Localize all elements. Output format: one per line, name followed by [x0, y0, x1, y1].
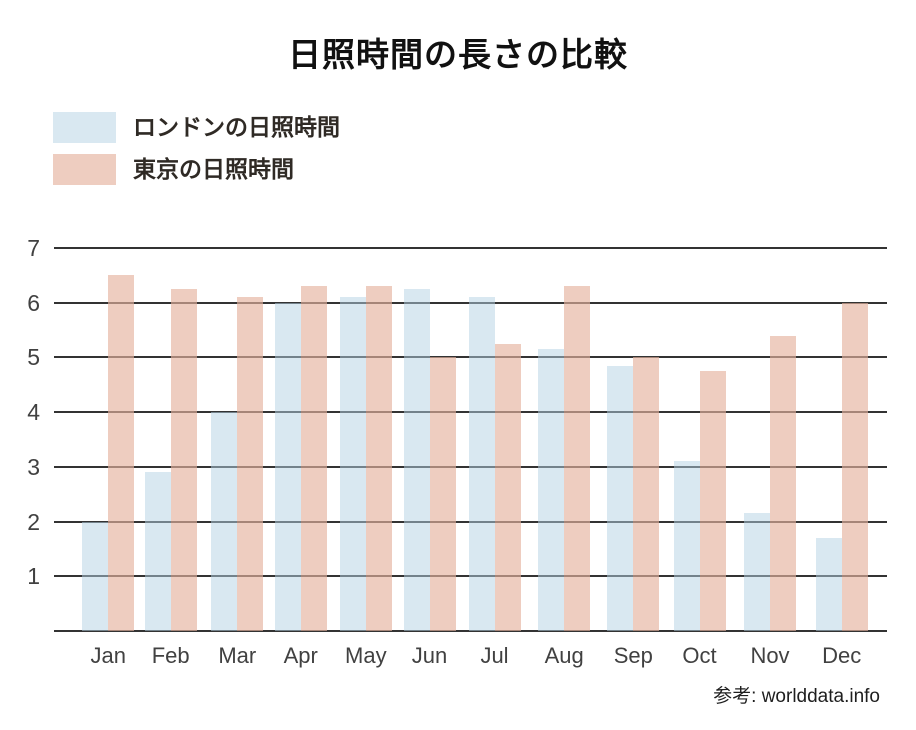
tokyo-bar-oct — [699, 371, 726, 631]
y-tick-label-3: 3 — [27, 453, 40, 480]
x-axis-label-mar: Mar — [218, 643, 257, 668]
legend-label-tokyo: 東京の日照時間 — [133, 156, 294, 182]
x-axis-label-apr: Apr — [283, 643, 318, 668]
london-bar-dec — [815, 538, 842, 631]
chart-title: 日照時間の長さの比較 — [288, 36, 628, 73]
london-bar-jan — [82, 521, 109, 631]
legend: ロンドンの日照時間 東京の日照時間 — [53, 112, 340, 196]
london-bar-jul — [468, 297, 495, 631]
y-axis: 1 2 3 4 5 6 7 — [0, 235, 40, 631]
y-tick-label-6: 6 — [27, 289, 40, 316]
tokyo-bar-jan — [108, 275, 135, 631]
x-axis-label-jul: Jul — [480, 643, 509, 668]
bar-group-mar: Mar — [211, 248, 264, 668]
y-tick-label-7: 7 — [27, 235, 40, 261]
y-tick-label-5: 5 — [27, 344, 40, 371]
bar-group-sep: Sep — [607, 248, 660, 668]
source-attribution: 参考: worlddata.info — [713, 686, 880, 707]
tokyo-bar-nov — [770, 335, 796, 631]
x-axis-label-aug: Aug — [544, 643, 584, 668]
tokyo-bar-may — [365, 286, 392, 631]
x-axis-label-feb: Feb — [151, 643, 190, 668]
london-bar-mar — [211, 412, 238, 631]
bar-group-jul: Jul — [468, 248, 521, 668]
plot-area: Jan Feb Mar Apr May Jun Jul Aug Sep Oct Nov Dec — [54, 247, 887, 668]
x-axis-label-may: May — [345, 643, 387, 668]
tokyo-legend-swatch-icon — [53, 154, 116, 185]
tokyo-bar-apr — [300, 286, 327, 631]
london-bar-oct — [673, 461, 700, 631]
london-bar-aug — [538, 349, 565, 631]
tokyo-bar-sep — [633, 357, 660, 631]
x-axis-label-jun: Jun — [411, 643, 448, 668]
bar-group-jan: Jan — [82, 248, 135, 668]
legend-item-london: ロンドンの日照時間 — [53, 112, 340, 143]
bar-group-oct: Oct — [673, 248, 726, 668]
london-bar-apr — [274, 302, 301, 631]
y-tick-label-1: 1 — [27, 563, 40, 590]
x-axis-label-oct: Oct — [682, 643, 717, 668]
bar-group-may: May — [339, 248, 392, 668]
london-bar-feb — [144, 472, 171, 631]
y-tick-label-2: 2 — [27, 508, 40, 535]
london-bar-nov — [744, 513, 770, 631]
gridline-7 — [54, 247, 887, 249]
bar-group-apr: Apr — [274, 248, 327, 668]
tokyo-bar-aug — [564, 286, 591, 631]
tokyo-bar-jun — [429, 357, 456, 631]
x-axis-label-nov: Nov — [750, 643, 790, 668]
london-bar-sep — [607, 365, 634, 631]
bar-group-jun: Jun — [403, 248, 456, 668]
bar-group-nov: Nov — [744, 248, 796, 668]
tokyo-bar-jul — [494, 343, 521, 631]
bar-group-dec: Dec — [815, 248, 868, 668]
y-tick-label-4: 4 — [27, 399, 40, 426]
tokyo-bar-feb — [170, 289, 197, 631]
tokyo-bar-mar — [237, 297, 264, 631]
x-axis-label-sep: Sep — [613, 643, 653, 668]
x-axis-label-jan: Jan — [90, 643, 127, 668]
x-axis-label-dec: Dec — [822, 643, 862, 668]
bar-group-aug: Aug — [538, 248, 591, 668]
tokyo-bar-dec — [841, 302, 868, 631]
london-bar-jun — [403, 289, 430, 631]
london-legend-swatch-icon — [53, 112, 116, 143]
bar-group-feb: Feb — [144, 248, 197, 668]
x-axis-baseline — [54, 630, 887, 632]
london-bar-may — [339, 297, 366, 631]
legend-label-london: ロンドンの日照時間 — [133, 114, 340, 140]
legend-item-tokyo: 東京の日照時間 — [53, 154, 340, 185]
